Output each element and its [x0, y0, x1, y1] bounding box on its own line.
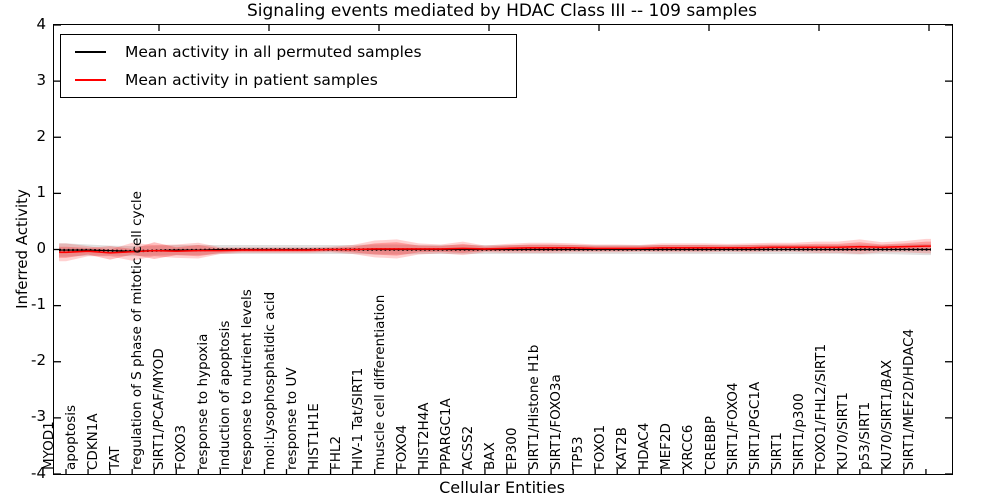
- plot-area: [53, 24, 953, 475]
- patient-mean-line: [59, 245, 931, 254]
- y-tick-label: 3: [36, 70, 46, 89]
- x-entity-label: induction of apoptosis: [217, 320, 234, 470]
- x-entity-label: HIST2H4A: [415, 402, 432, 470]
- x-entity-label: SIRT1/Histone H1b: [526, 344, 543, 470]
- x-entity-label: SIRT1/PCAF/MYOD: [151, 348, 168, 470]
- x-entity-label: p53/SIRT1: [856, 401, 873, 470]
- patient-line-swatch: [75, 79, 106, 81]
- x-entity-label: HIV-1 Tat/SIRT1: [349, 367, 366, 470]
- x-entity-label: response to hypoxia: [195, 333, 212, 470]
- x-entity-label: KU70/SIRT1: [834, 392, 851, 470]
- x-entity-label: HIST1H1E: [305, 403, 322, 470]
- x-entity-label: SIRT1/PGC1A: [746, 381, 763, 470]
- y-tick-label: -4: [31, 463, 46, 482]
- x-entity-label: ACSS2: [459, 425, 476, 470]
- x-entity-label: response to UV: [283, 367, 300, 470]
- plot-canvas: [54, 25, 952, 474]
- y-tick-label: 0: [36, 239, 46, 257]
- x-entity-label: TAT: [107, 446, 124, 470]
- x-entity-label: SIRT1/MEF2D/HDAC4: [900, 328, 917, 470]
- x-entity-label: mol:Lysophosphatidic acid: [261, 291, 278, 470]
- x-axis-label: Cellular Entities: [439, 478, 565, 497]
- x-entity-label: SIRT1/FOXO3a: [548, 374, 565, 470]
- y-tick-label: 2: [36, 126, 46, 145]
- chart-title: Signaling events mediated by HDAC Class …: [246, 1, 758, 21]
- legend-label-permuted: Mean activity in all permuted samples: [125, 43, 422, 61]
- y-tick-label: 4: [36, 14, 46, 33]
- legend-label-patient: Mean activity in patient samples: [125, 71, 378, 89]
- x-entity-label: FOXO3: [173, 424, 190, 470]
- legend-entry-permuted: Mean activity in all permuted samples: [61, 38, 516, 66]
- x-entity-label: EP300: [504, 427, 521, 470]
- x-entity-label: TP53: [570, 436, 587, 470]
- x-entity-label: FOXO4: [393, 424, 410, 470]
- x-entity-label: SIRT1/FOXO4: [724, 382, 741, 470]
- legend-entry-patient: Mean activity in patient samples: [61, 66, 516, 94]
- x-entity-label: BAX: [482, 442, 498, 470]
- x-entity-label: FOXO1: [592, 424, 609, 470]
- x-entity-label: response to nutrient levels: [239, 289, 256, 470]
- x-entity-label: KAT2B: [614, 427, 631, 470]
- x-entity-label: regulation of S phase of mitotic cell cy…: [129, 191, 146, 470]
- x-entity-label: XRCC6: [680, 424, 697, 470]
- x-entity-label: SIRT1/p300: [790, 393, 807, 470]
- permuted-line-swatch: [75, 51, 106, 53]
- x-entity-label: MYOD1: [41, 421, 57, 470]
- y-tick-label: 1: [36, 182, 46, 201]
- x-entity-label: CDKN1A: [85, 413, 102, 470]
- x-entity-label: SIRT1: [768, 432, 785, 470]
- x-entity-label: apoptosis: [63, 404, 80, 470]
- x-entity-label: FOXO1/FHL2/SIRT1: [812, 343, 829, 470]
- y-tick-label: -2: [31, 351, 46, 370]
- y-tick-label: -1: [31, 295, 46, 314]
- y-tick-label: -3: [31, 407, 46, 426]
- x-entity-label: KU70/SIRT1/BAX: [878, 359, 895, 470]
- x-entity-label: muscle cell differentiation: [371, 294, 388, 470]
- x-entity-label: PPARGC1A: [437, 398, 454, 470]
- x-entity-label: MEF2D: [658, 423, 675, 470]
- legend: Mean activity in all permuted samples Me…: [60, 34, 517, 98]
- x-entity-label: HDAC4: [636, 422, 653, 470]
- x-entity-label: FHL2: [327, 435, 344, 470]
- x-entity-label: CREBBP: [702, 416, 719, 470]
- permuted-mean-markers: [59, 248, 931, 253]
